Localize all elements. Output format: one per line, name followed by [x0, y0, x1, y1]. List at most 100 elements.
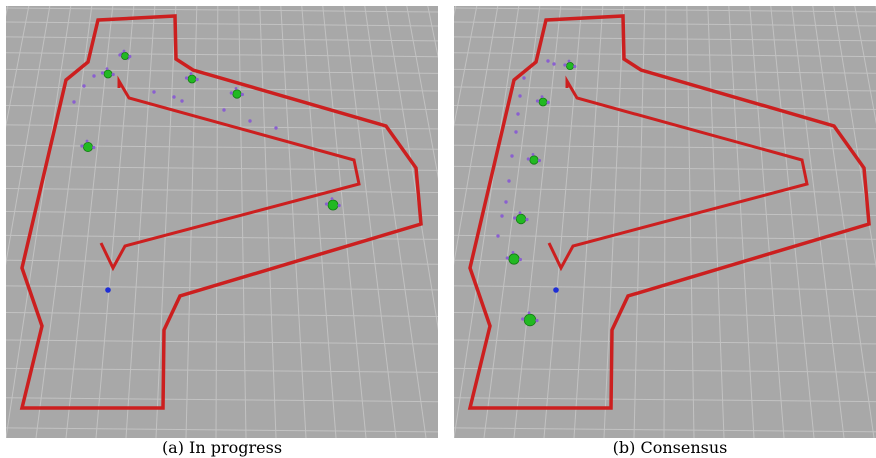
robot-marker [518, 211, 522, 215]
robot [521, 311, 539, 327]
trail-dot [222, 108, 226, 112]
trail-dot [82, 84, 86, 88]
trail-dot [522, 76, 526, 80]
robot [324, 197, 341, 211]
robot [100, 67, 115, 79]
robot-marker [189, 72, 193, 75]
robot-marker [122, 49, 126, 53]
grid-line-h [6, 86, 438, 92]
robot-marker [85, 139, 89, 143]
robot [80, 139, 96, 152]
robot-marker [521, 317, 525, 321]
robot-marker [527, 311, 531, 315]
grid-line-v [406, 6, 438, 179]
robot-marker [80, 144, 84, 148]
robot-marker [118, 53, 122, 57]
grid-line-v [364, 6, 427, 438]
robot-marker [535, 99, 540, 103]
outer-wall [467, 14, 871, 410]
grid-line-h [6, 105, 438, 110]
robot-marker [511, 251, 515, 254]
robot-body [508, 253, 520, 265]
trail-dot [172, 95, 176, 99]
grid-line-h [454, 165, 876, 171]
robot-marker [337, 203, 341, 208]
trail-dot [510, 154, 514, 158]
trail-dot [507, 179, 511, 183]
robot [526, 153, 541, 165]
robot-body [232, 89, 242, 99]
robot-body [121, 52, 130, 61]
robot-marker [563, 63, 567, 67]
trail-dot [274, 126, 278, 130]
grid-line-v [728, 6, 755, 438]
grid-line-v [65, 6, 114, 438]
grid-line-h [6, 21, 438, 27]
trail-dot [500, 214, 504, 218]
goal-marker [553, 287, 559, 293]
grid-line-h [454, 427, 876, 433]
grid-line-h [454, 259, 876, 265]
grid-line-h [454, 285, 876, 291]
grid-line-v [322, 6, 367, 438]
grid-line-v [155, 6, 177, 438]
robot-marker [330, 197, 334, 201]
grid-line-h [454, 397, 876, 403]
robot [505, 251, 522, 265]
trail-dot [152, 90, 156, 94]
grid-line-h [454, 86, 876, 92]
robot-marker [526, 157, 530, 161]
grid-line-h [454, 144, 876, 150]
goal-marker [105, 287, 111, 293]
trail-dot [496, 234, 500, 238]
robot-marker [535, 318, 539, 323]
robot [563, 59, 577, 71]
simulation-view-consensus [454, 6, 876, 438]
grid-line-v [749, 6, 785, 438]
robot-marker [240, 92, 244, 97]
robot-marker [518, 257, 522, 262]
grid-line-v [125, 6, 156, 438]
robot [513, 211, 529, 225]
robot-marker [195, 77, 199, 82]
robot [535, 95, 550, 107]
grid-line-h [6, 285, 438, 291]
robots-in-progress [72, 49, 341, 211]
simulation-view-in-progress [6, 6, 438, 438]
grid-line-h [454, 124, 876, 130]
grid-line-h [6, 165, 438, 171]
grid-line-v [812, 6, 875, 438]
grid-line-v [513, 6, 562, 438]
grid-line-v [454, 6, 520, 438]
grid-line-v [6, 6, 30, 128]
robot-marker [111, 72, 115, 77]
robot-marker [513, 216, 517, 220]
robot-marker [229, 91, 233, 95]
robot-marker [234, 87, 238, 90]
arena-walls [19, 14, 423, 410]
grid-line-h [454, 21, 876, 27]
grid-line-v [95, 6, 135, 438]
robot-body [515, 213, 527, 225]
robot-marker [573, 64, 577, 69]
grid-line-h [6, 144, 438, 150]
grid-line-h [6, 124, 438, 130]
robot-marker [100, 71, 105, 75]
grid-line-v [454, 6, 499, 266]
trail-dot [72, 100, 76, 104]
floor [6, 6, 438, 438]
robot-marker [105, 67, 109, 70]
robot-marker [505, 256, 509, 260]
grid-line-v [791, 6, 845, 438]
grid-line-v [603, 6, 625, 438]
inner-wall [547, 75, 809, 272]
grid-line-v [343, 6, 397, 438]
grid-line-v [6, 6, 72, 438]
grid-line-v [543, 6, 583, 438]
grid-line-v [238, 6, 247, 438]
robot [229, 87, 244, 99]
robot-marker [567, 59, 571, 63]
inner-wall [99, 75, 361, 272]
robot [118, 49, 132, 61]
robot-marker [324, 202, 329, 206]
